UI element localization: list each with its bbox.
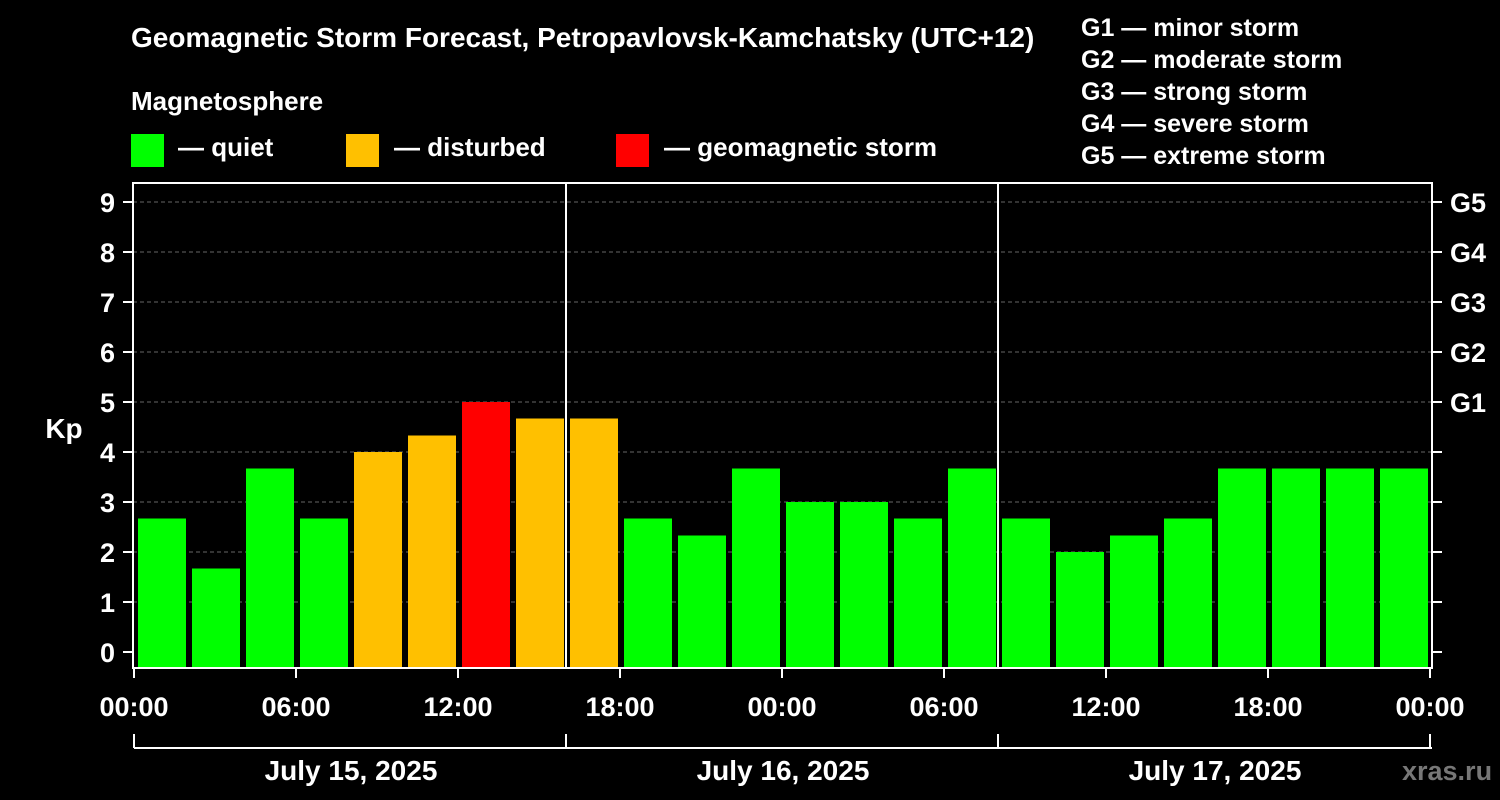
bar-8: [570, 418, 618, 668]
bar-9: [624, 518, 672, 668]
storm-level-g1: G1 — minor storm: [1081, 14, 1300, 42]
x-tick-label-0: 00:00: [99, 692, 168, 722]
bar-4: [354, 452, 402, 668]
day-label-1: July 16, 2025: [697, 755, 870, 786]
x-tick-label-3: 18:00: [585, 692, 654, 722]
bar-5: [408, 435, 456, 668]
y-tick-label-7: 7: [100, 288, 115, 318]
bar-13: [840, 502, 888, 668]
legend-swatch-quiet: [131, 134, 164, 167]
x-tick-label-5: 06:00: [909, 692, 978, 722]
y-tick-label-3: 3: [100, 488, 115, 518]
right-tick-label-G1: G1: [1450, 388, 1486, 418]
right-tick-label-G3: G3: [1450, 288, 1486, 318]
bar-11: [732, 468, 780, 668]
bar-12: [786, 502, 834, 668]
bar-10: [678, 535, 726, 668]
storm-level-g4: G4 — severe storm: [1081, 110, 1309, 138]
x-tick-label-7: 18:00: [1233, 692, 1302, 722]
bar-2: [246, 468, 294, 668]
right-tick-label-G2: G2: [1450, 338, 1486, 368]
y-tick-label-5: 5: [100, 388, 115, 418]
bar-15: [948, 468, 996, 668]
bar-6: [462, 402, 510, 668]
watermark: xras.ru: [1402, 756, 1493, 786]
x-tick-label-4: 00:00: [747, 692, 816, 722]
bar-0: [138, 518, 186, 668]
legend-label-disturbed: — disturbed: [394, 132, 546, 162]
bar-21: [1272, 468, 1320, 668]
bar-22: [1326, 468, 1374, 668]
bar-17: [1056, 552, 1104, 668]
y-axis-label: Kp: [45, 413, 82, 444]
bar-18: [1110, 535, 1158, 668]
legend-label-quiet: — quiet: [178, 132, 274, 162]
storm-level-g5: G5 — extreme storm: [1081, 142, 1326, 170]
bar-19: [1164, 518, 1212, 668]
bar-20: [1218, 468, 1266, 668]
y-tick-label-8: 8: [100, 238, 115, 268]
legend-label-storm: — geomagnetic storm: [664, 132, 938, 162]
storm-level-g3: G3 — strong storm: [1081, 78, 1308, 106]
bar-3: [300, 518, 348, 668]
legend-heading: Magnetosphere: [131, 86, 324, 116]
chart-title: Geomagnetic Storm Forecast, Petropavlovs…: [131, 22, 1035, 53]
y-tick-label-6: 6: [100, 338, 115, 368]
y-tick-label-0: 0: [100, 638, 115, 668]
y-tick-label-4: 4: [100, 438, 115, 468]
y-tick-label-1: 1: [100, 588, 115, 618]
bar-1: [192, 568, 240, 668]
y-tick-label-2: 2: [100, 538, 115, 568]
day-label-2: July 17, 2025: [1129, 755, 1302, 786]
storm-level-g2: G2 — moderate storm: [1081, 46, 1343, 74]
x-tick-label-2: 12:00: [423, 692, 492, 722]
day-label-0: July 15, 2025: [265, 755, 438, 786]
legend-swatch-disturbed: [346, 134, 379, 167]
bar-23: [1380, 468, 1428, 668]
legend-swatch-storm: [616, 134, 649, 167]
x-tick-label-1: 06:00: [261, 692, 330, 722]
bar-14: [894, 518, 942, 668]
x-tick-label-6: 12:00: [1071, 692, 1140, 722]
bar-7: [516, 418, 564, 668]
bar-16: [1002, 518, 1050, 668]
right-tick-label-G4: G4: [1450, 238, 1486, 268]
x-tick-label-8: 00:00: [1395, 692, 1464, 722]
right-tick-label-G5: G5: [1450, 188, 1486, 218]
y-tick-label-9: 9: [100, 188, 115, 218]
